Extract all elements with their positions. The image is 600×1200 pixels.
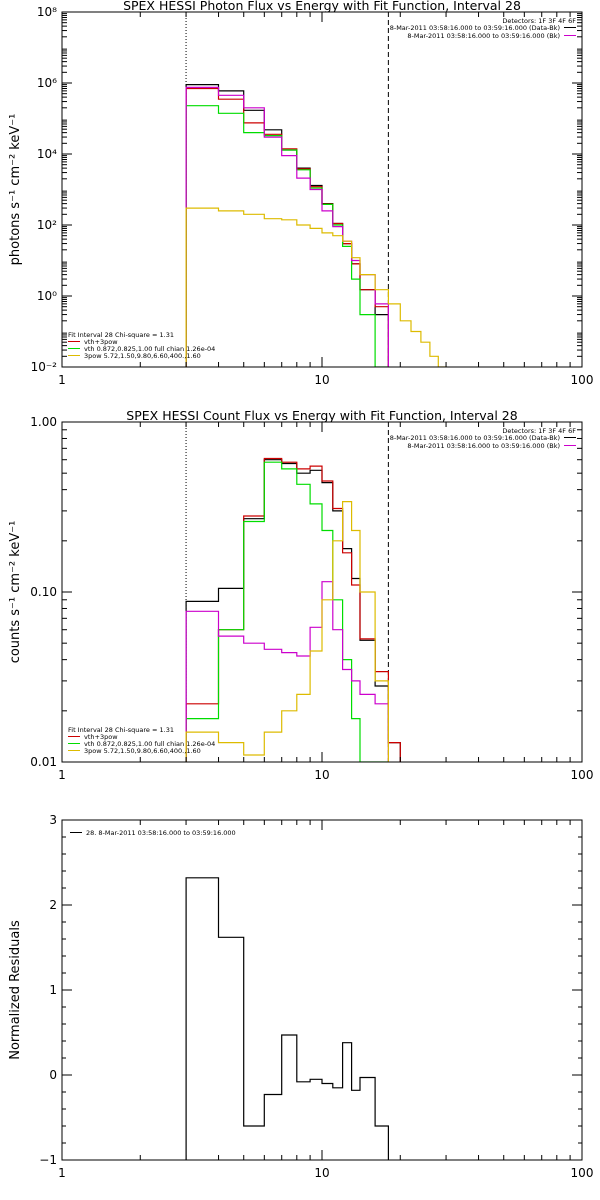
y-tick-label: 1 bbox=[49, 983, 57, 997]
data-series-group bbox=[185, 877, 389, 1160]
chart-title: SPEX HESSI Count Flux vs Energy with Fit… bbox=[126, 408, 517, 423]
data-series-group bbox=[185, 457, 401, 762]
y-tick-label: −1 bbox=[39, 1153, 57, 1167]
y-tick-label: 3 bbox=[49, 813, 57, 827]
y-tick-label: 10² bbox=[37, 218, 57, 232]
y-axis-title: photons s⁻¹ cm⁻² keV⁻¹ bbox=[8, 114, 23, 266]
series-line-3 bbox=[185, 461, 389, 762]
y-tick-label: 0 bbox=[49, 1068, 57, 1082]
series-line-4 bbox=[185, 581, 389, 762]
legend-entry-2: vth 0.872,0.825,1.00 full chian 1.26e-04 bbox=[84, 345, 215, 353]
plot-frame bbox=[61, 819, 583, 1161]
legend-entry-3: 3pow 5.72,1.50,9.80,6.60,400.,1.60 bbox=[84, 352, 201, 360]
y-axis-title: counts s⁻¹ cm⁻² keV⁻¹ bbox=[8, 521, 23, 664]
header-time-range-2: 8-Mar-2011 03:58:16.000 to 03:59:16.000 … bbox=[407, 442, 560, 450]
series-line-1 bbox=[185, 877, 389, 1160]
x-tick-label: 100 bbox=[571, 768, 594, 782]
header-time-range-1: 8-Mar-2011 03:58:16.000 to 03:59:16.000 … bbox=[390, 24, 560, 32]
x-tick-label: 10 bbox=[314, 1166, 329, 1180]
series-line-1 bbox=[185, 83, 389, 367]
header-time-range-2: 8-Mar-2011 03:58:16.000 to 03:59:16.000 … bbox=[407, 32, 560, 40]
series-line-5 bbox=[185, 207, 447, 367]
y-tick-label: 0.01 bbox=[30, 755, 57, 769]
legend-entry-1: vth+3pow bbox=[84, 733, 118, 741]
x-tick-label: 10 bbox=[314, 768, 329, 782]
y-tick-label: 10⁰ bbox=[37, 289, 57, 303]
x-tick-label: 100 bbox=[571, 1166, 594, 1180]
legend-entry-1: vth+3pow bbox=[84, 338, 118, 346]
legend-title: Fit Interval 28 Chi-square = 1.31 bbox=[68, 726, 174, 734]
series-line-4 bbox=[185, 86, 389, 367]
legend-title: Fit Interval 28 Chi-square = 1.31 bbox=[68, 331, 174, 339]
legend-entry-3: 3pow 5.72,1.50,9.80,6.60,400.,1.60 bbox=[84, 747, 201, 755]
x-tick-label: 100 bbox=[571, 373, 594, 387]
y-tick-label: 10⁴ bbox=[37, 147, 57, 161]
y-tick-label: 10⁸ bbox=[37, 5, 57, 19]
series-line-2 bbox=[185, 87, 389, 367]
y-tick-label: 10⁶ bbox=[37, 76, 57, 90]
legend-entry-1: 28. 8-Mar-2011 03:58:16.000 to 03:59:16.… bbox=[86, 829, 236, 837]
x-tick-label: 1 bbox=[58, 768, 66, 782]
x-tick-label: 1 bbox=[58, 373, 66, 387]
y-tick-label: 1.00 bbox=[30, 415, 57, 429]
series-line-5 bbox=[185, 501, 389, 762]
y-axis-title: Normalized Residuals bbox=[8, 920, 23, 1060]
y-tick-label: 0.10 bbox=[30, 585, 57, 599]
header-time-range-1: 8-Mar-2011 03:58:16.000 to 03:59:16.000 … bbox=[390, 434, 560, 442]
y-tick-label: 2 bbox=[49, 898, 57, 912]
y-tick-label: 10⁻² bbox=[31, 360, 58, 374]
chart-panel-1: SPEX HESSI Photon Flux vs Energy with Fi… bbox=[8, 0, 593, 387]
chart-title: SPEX HESSI Photon Flux vs Energy with Fi… bbox=[123, 0, 521, 13]
series-line-3 bbox=[185, 105, 389, 367]
x-tick-label: 1 bbox=[58, 1166, 66, 1180]
chart-panel-3: 1 10 100 −1 0 1 2 3 Normalized Residuals 28. 8-Ma… bbox=[8, 813, 593, 1180]
chart-panel-2: SPEX HESSI Count Flux vs Energy with Fit… bbox=[8, 408, 593, 782]
legend-entry-2: vth 0.872,0.825,1.00 full chian 1.26e-04 bbox=[84, 740, 215, 748]
header-detectors-text: Detectors: 1F 3F 4F 6F bbox=[502, 427, 576, 435]
data-series-group bbox=[185, 83, 447, 367]
header-detectors-text: Detectors: 1F 3F 4F 6F bbox=[502, 17, 576, 25]
x-tick-label: 10 bbox=[314, 373, 329, 387]
